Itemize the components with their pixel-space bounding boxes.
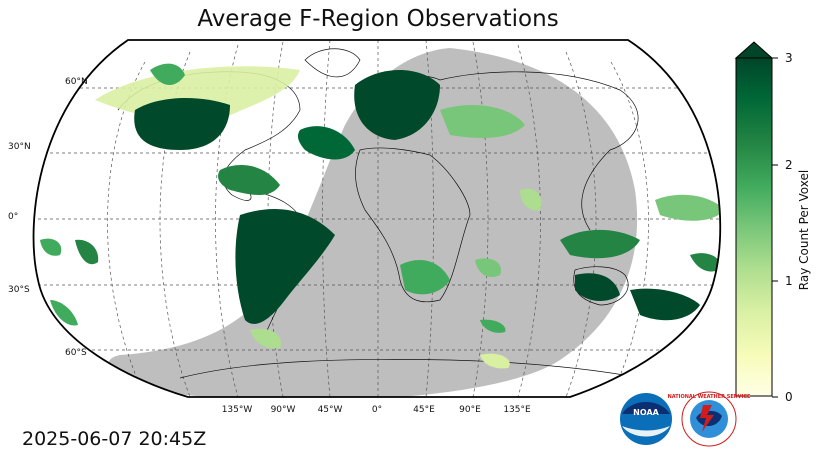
lon-label-0: 0° — [372, 405, 382, 415]
night-shade — [108, 48, 638, 397]
map-body — [33, 40, 721, 397]
noaa-logo-text: NOAA — [633, 408, 659, 417]
timestamp: 2025-06-07 20:45Z — [22, 428, 207, 450]
colorbar-tick-3: 3 — [785, 51, 793, 65]
lon-label-90w: 90°W — [271, 405, 296, 415]
lon-label-45e: 45°E — [413, 405, 435, 415]
lat-label-30n: 30°N — [8, 142, 31, 152]
lat-label-30s: 30°S — [8, 285, 30, 295]
colorbar: 0 1 2 3 Ray Count Per Voxel — [734, 41, 811, 404]
noaa-logo: NOAA — [620, 393, 672, 445]
lon-label-135w: 135°W — [222, 405, 253, 415]
map-boundary — [32, 39, 722, 398]
colorbar-tick-0: 0 — [785, 390, 793, 404]
map-title: Average F-Region Observations — [197, 6, 559, 32]
nws-logo: NATIONAL WEATHER SERVICE — [668, 391, 751, 447]
colorbar-tick-1: 1 — [785, 274, 793, 288]
lat-label-60n: 60°N — [65, 77, 88, 87]
colorbar-extend-arrow — [734, 41, 774, 59]
observation-density — [40, 63, 721, 369]
colorbar-ramp — [735, 57, 773, 397]
lon-label-45w: 45°W — [318, 405, 343, 415]
lon-label-135e: 135°E — [503, 405, 531, 415]
colorbar-label: Ray Count Per Voxel — [797, 170, 811, 290]
lon-label-90e: 90°E — [459, 405, 481, 415]
colorbar-tick-2: 2 — [785, 158, 793, 172]
lat-label-0: 0° — [8, 212, 18, 222]
nws-logo-text: NATIONAL WEATHER SERVICE — [668, 394, 751, 400]
lat-label-60s: 60°S — [65, 348, 87, 358]
